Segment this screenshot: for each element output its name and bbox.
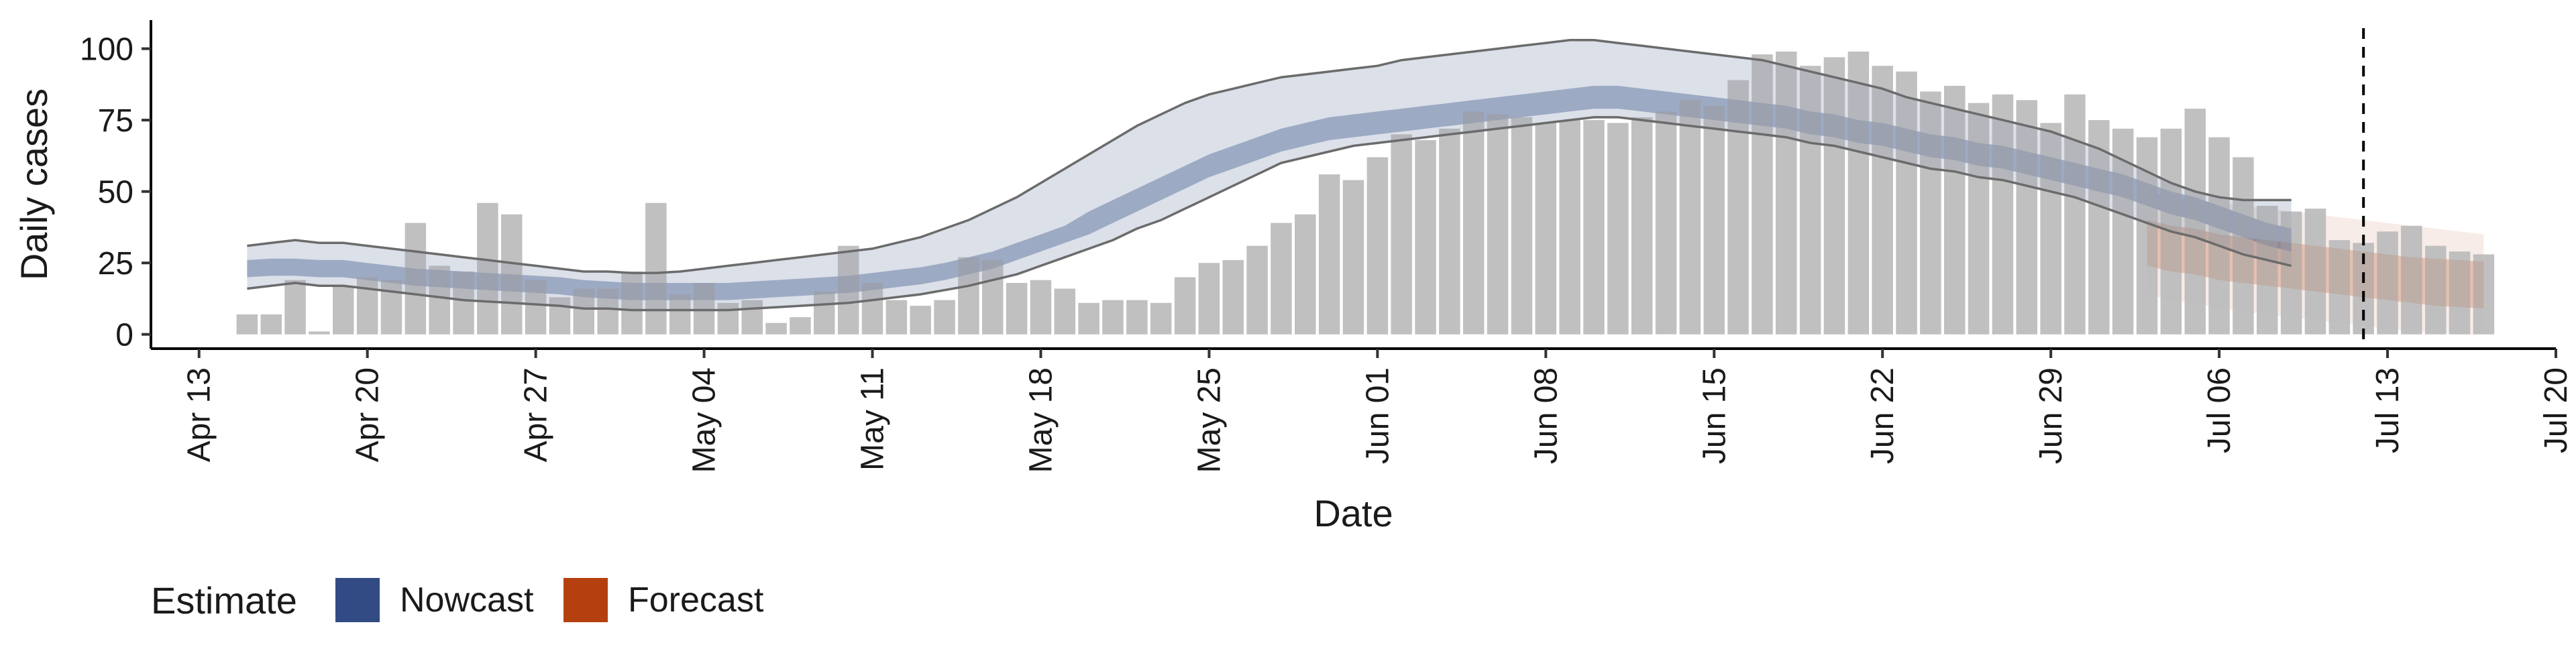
bar <box>1583 120 1605 335</box>
legend-swatch-forecast <box>564 578 608 622</box>
bar <box>1150 303 1172 335</box>
x-tick-label: Apr 13 <box>182 367 217 462</box>
x-tick-label: May 25 <box>1191 367 1227 473</box>
bar <box>1704 106 1725 335</box>
legend-title: Estimate <box>151 579 297 622</box>
x-tick-label: May 18 <box>1024 367 1059 473</box>
x-tick-label: May 11 <box>855 367 891 471</box>
bar <box>2064 95 2086 335</box>
x-tick-label: Jun 15 <box>1697 367 1732 464</box>
bar <box>1006 283 1028 335</box>
bar <box>1463 111 1485 334</box>
bar <box>1102 300 1124 335</box>
bar <box>1126 300 1148 335</box>
x-tick-label: Jun 08 <box>1528 367 1564 464</box>
bar <box>1223 260 1244 335</box>
bar <box>1415 140 1436 335</box>
x-tick-label: Jun 01 <box>1360 367 1395 464</box>
bar <box>1487 115 1509 335</box>
bar <box>237 314 258 335</box>
y-tick-label: 75 <box>98 103 133 139</box>
x-tick-label: Jul 06 <box>2202 367 2237 453</box>
x-tick-label: Apr 27 <box>519 367 554 462</box>
legend: Estimate Nowcast Forecast <box>151 578 764 622</box>
bar <box>910 306 931 335</box>
x-axis-title: Date <box>1313 492 1393 534</box>
bar <box>1367 158 1389 335</box>
bars <box>237 40 2495 335</box>
bar <box>261 314 282 335</box>
bar <box>1319 174 1340 335</box>
x-tick-label: Jun 22 <box>1865 367 1900 464</box>
bar <box>1199 263 1220 335</box>
bar <box>1631 117 1653 335</box>
x-tick-label: Apr 20 <box>350 367 386 462</box>
bar <box>1511 117 1533 335</box>
x-tick-label: Jul 13 <box>2370 367 2406 453</box>
bar <box>934 300 955 335</box>
y-tick-label: 50 <box>98 175 133 211</box>
bar <box>1246 246 1268 335</box>
legend-label-nowcast: Nowcast <box>400 581 534 620</box>
y-axis-title: Daily cases <box>13 89 55 280</box>
bar <box>309 331 330 334</box>
bar <box>1271 223 1292 335</box>
bar <box>765 323 787 335</box>
bar <box>1607 123 1629 334</box>
x-tick-label: Jul 20 <box>2538 367 2574 453</box>
bar <box>1295 215 1316 335</box>
bar <box>1656 111 1677 334</box>
bar <box>284 280 306 335</box>
bar <box>333 286 354 334</box>
bar <box>790 317 811 335</box>
bar <box>1680 100 1701 334</box>
bar <box>1343 180 1364 335</box>
bar <box>645 203 667 335</box>
legend-label-forecast: Forecast <box>628 581 764 620</box>
bar <box>1439 129 1460 335</box>
bar <box>1078 303 1099 335</box>
bar <box>1536 123 1557 334</box>
bar <box>886 300 908 335</box>
y-tick-label: 100 <box>80 32 133 68</box>
legend-swatch-nowcast <box>335 578 380 622</box>
bar <box>1175 278 1196 335</box>
x-tick-label: May 04 <box>687 367 722 473</box>
x-tick-label: Jun 29 <box>2033 367 2069 464</box>
bar <box>1391 134 1412 334</box>
bar <box>1055 289 1076 335</box>
bar <box>1559 120 1580 335</box>
y-tick-label: 25 <box>98 246 133 282</box>
y-tick-label: 0 <box>115 318 133 353</box>
bar <box>1030 280 1052 335</box>
